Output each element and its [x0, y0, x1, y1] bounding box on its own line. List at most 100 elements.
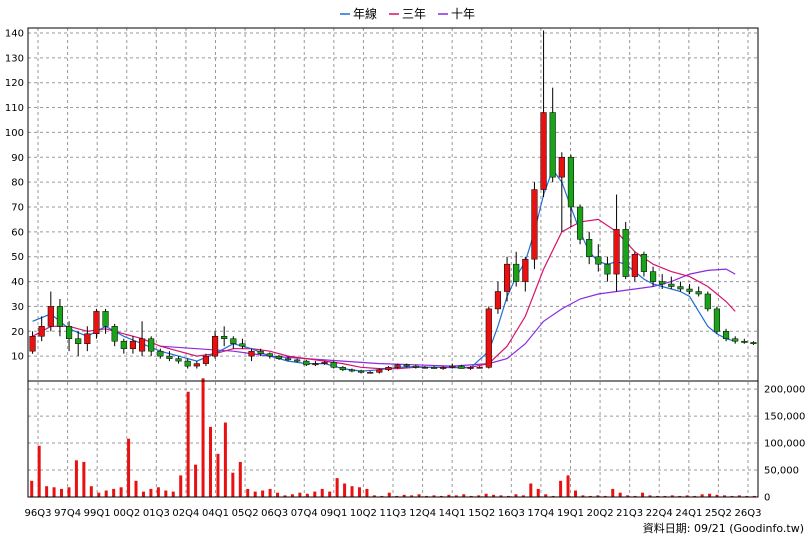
- volume-bar: [678, 495, 682, 497]
- volume-bar: [335, 478, 339, 497]
- price-tick-label: 120: [5, 78, 24, 89]
- volume-bar: [566, 475, 570, 497]
- candle-body: [403, 364, 410, 367]
- volume-bar: [559, 480, 563, 497]
- x-tick-label: 19Q1: [557, 508, 584, 519]
- volume-bar: [223, 422, 227, 497]
- volume-bar: [253, 491, 257, 497]
- x-tick-label: 12Q4: [409, 508, 436, 519]
- candle-body: [93, 311, 100, 335]
- tick-labels: 10 20 30 40 50 60 70 80 90 100 110 120 130 140 0 50,000…: [5, 28, 805, 519]
- volume-bar: [261, 490, 265, 497]
- x-tick-label: 09Q1: [320, 508, 347, 519]
- volume-bar: [238, 461, 242, 497]
- candle-body: [449, 365, 456, 368]
- candle-body: [494, 291, 502, 310]
- candle-body: [202, 355, 210, 364]
- candle-body: [221, 336, 228, 339]
- candle-body: [722, 331, 730, 339]
- volume-bar: [97, 492, 101, 497]
- candle-body: [230, 338, 237, 344]
- legend: 年線 三年 十年: [340, 6, 475, 21]
- volume-bar: [89, 486, 93, 497]
- ma-10y-line: [160, 268, 736, 367]
- volume-bar: [417, 494, 421, 497]
- price-tick-label: 40: [11, 277, 24, 288]
- volume-bar: [350, 486, 354, 497]
- candle-body: [576, 206, 584, 240]
- volume-bar: [611, 488, 615, 497]
- candle-body: [65, 326, 73, 339]
- legend-label-0: 年線: [353, 6, 377, 21]
- x-tick-label: 26Q3: [735, 508, 762, 519]
- x-tick-label: 05Q2: [232, 508, 259, 519]
- volume-bar: [30, 480, 34, 497]
- candle-body: [649, 271, 657, 282]
- volume-bar: [454, 495, 458, 497]
- volume-bar: [112, 488, 116, 497]
- volume-bar: [149, 488, 153, 497]
- candle-body: [239, 343, 246, 347]
- volume-bar: [737, 495, 741, 497]
- volume-bar: [499, 495, 503, 497]
- plot-frame: [27, 27, 759, 498]
- x-tick-label: 07Q4: [291, 508, 318, 519]
- candle-body: [631, 253, 638, 277]
- volume-bar: [581, 495, 585, 497]
- volume-bar: [603, 495, 607, 497]
- chart-axes: [27, 27, 759, 498]
- volume-bar: [156, 487, 160, 497]
- candle-body: [38, 326, 45, 337]
- candle-body: [266, 353, 273, 357]
- price-tick-label: 50: [11, 252, 24, 263]
- candle-body: [421, 367, 429, 369]
- volume-bar: [655, 495, 659, 497]
- volume-bar: [536, 488, 540, 497]
- x-tick-label: 11Q3: [380, 508, 407, 519]
- candle-body: [668, 283, 675, 287]
- x-tick-label: 17Q4: [527, 508, 554, 519]
- candle-body: [412, 365, 419, 368]
- x-tick-label: 00Q2: [113, 508, 140, 519]
- volume-bar: [521, 495, 525, 497]
- volume-bar: [104, 490, 108, 497]
- source-note: 資料日期: 09/21 (Goodinfo.tw): [643, 521, 804, 535]
- volume-bar: [752, 495, 756, 497]
- volume-bar: [529, 483, 533, 497]
- candle-body: [540, 112, 547, 190]
- x-tick-label: 21Q3: [616, 508, 643, 519]
- volume-bar: [626, 495, 630, 497]
- volume-bar: [60, 488, 64, 497]
- volume-bar: [141, 491, 145, 497]
- price-tick-label: 60: [11, 227, 24, 238]
- candle-body: [47, 306, 54, 327]
- volume-bar: [74, 460, 78, 497]
- candle-body: [138, 338, 146, 352]
- volume-bar: [685, 495, 689, 497]
- candle-body: [558, 157, 565, 178]
- candle-body: [503, 263, 511, 292]
- x-tick-label: 06Q3: [261, 508, 288, 519]
- candle-body: [129, 340, 137, 349]
- volume-bar: [722, 495, 726, 497]
- x-tick-label: 10Q2: [350, 508, 377, 519]
- candle-body: [686, 288, 693, 292]
- x-tick-label: 14Q1: [439, 508, 466, 519]
- volume-bar: [231, 472, 235, 497]
- volume-bar: [551, 495, 555, 497]
- volume-bar: [596, 495, 600, 497]
- x-tick-label: 25Q2: [705, 508, 732, 519]
- volume-bar: [52, 487, 56, 497]
- candle-body: [467, 367, 474, 369]
- candle-body: [704, 293, 711, 310]
- price-tick-label: 100: [5, 128, 24, 139]
- volume-bar: [700, 494, 704, 497]
- candlesticks: [29, 30, 757, 374]
- volume-bar: [693, 495, 697, 497]
- volume-bar: [164, 490, 168, 497]
- candle-body: [513, 263, 520, 282]
- candle-body: [622, 229, 629, 277]
- volume-bar: [641, 492, 645, 497]
- x-tick-label: 20Q2: [587, 508, 614, 519]
